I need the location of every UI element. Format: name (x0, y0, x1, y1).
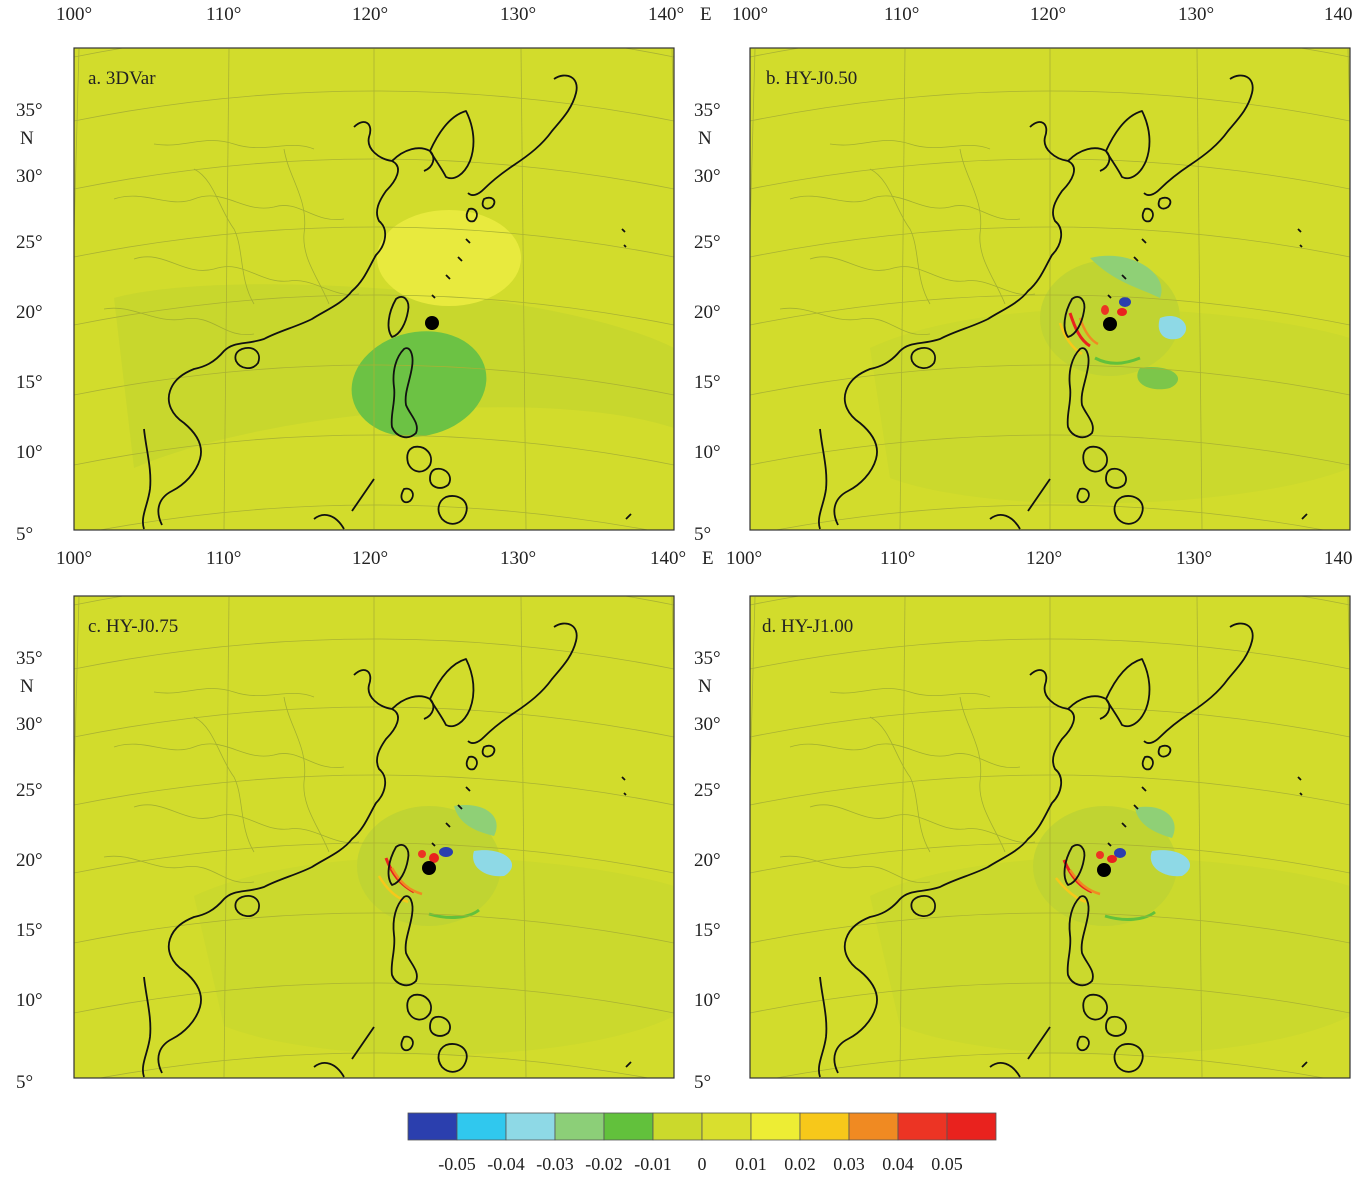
lat-unit: N (20, 676, 34, 697)
colorbar-swatch (946, 1112, 997, 1141)
lat-label: 30° (16, 714, 43, 735)
colorbar-swatch (603, 1112, 654, 1141)
colorbar-label: 0.03 (833, 1154, 865, 1174)
lon-label: 100° (56, 548, 92, 569)
lat-label: 15° (694, 372, 721, 393)
lat-label: 5° (694, 1072, 711, 1093)
lon-suffix: E (702, 548, 714, 569)
lat-label: 25° (694, 780, 721, 801)
lon-label: 130° (1178, 4, 1214, 25)
lon-label: 130° (500, 4, 536, 25)
analysis-increment-positive (377, 210, 521, 306)
lat-label: 10° (694, 442, 721, 463)
lat-label: 35° (694, 100, 721, 121)
panel-label-b: b. HY-J0.50 (766, 68, 857, 89)
lon-label: 140 (1324, 4, 1353, 25)
lat-label: 20° (694, 302, 721, 323)
colorbar-label: 0.05 (931, 1154, 963, 1174)
lat-label: 15° (16, 372, 43, 393)
lon-label: 110° (206, 548, 241, 569)
lat-unit: N (698, 128, 712, 149)
lon-label: 100° (726, 548, 762, 569)
observation-dot (422, 861, 436, 875)
lon-label: 110° (884, 4, 919, 25)
lon-label: 140° (650, 548, 686, 569)
observation-dot (425, 316, 439, 330)
colorbar-swatch (897, 1112, 948, 1141)
lon-label: 100° (56, 4, 92, 25)
colorbar-label: 0.04 (882, 1154, 914, 1174)
map-panel-b (749, 47, 1351, 531)
colorbar-swatch (848, 1112, 899, 1141)
observation-dot (1103, 317, 1117, 331)
lat-label: 5° (694, 524, 711, 545)
lat-label: 35° (16, 100, 43, 121)
colorbar-legend: -0.05 -0.04 -0.03 -0.02 -0.01 0 0.01 0.02 0.03 0.… (407, 1112, 997, 1174)
lon-label: 120° (352, 4, 388, 25)
lon-label: 120° (1026, 548, 1062, 569)
analysis-increment-negative (351, 331, 487, 437)
lat-label: 5° (16, 524, 33, 545)
lon-label: 120° (1030, 4, 1066, 25)
lat-label: 20° (16, 302, 43, 323)
lon-label: 130° (500, 548, 536, 569)
map-panel-c (73, 595, 675, 1079)
colorbar-swatch (554, 1112, 605, 1141)
colorbar-label: -0.03 (536, 1154, 574, 1174)
colorbar-label: 0 (698, 1154, 707, 1174)
lat-unit: N (20, 128, 34, 149)
lat-label: 15° (694, 920, 721, 941)
colorbar-label: -0.04 (487, 1154, 525, 1174)
lon-label: 100° (732, 4, 768, 25)
lon-label: 110° (206, 4, 241, 25)
lat-label: 20° (694, 850, 721, 871)
colorbar-swatch (456, 1112, 507, 1141)
lat-label: 10° (16, 990, 43, 1011)
lat-unit: N (698, 676, 712, 697)
lat-label: 30° (16, 166, 43, 187)
lon-suffix: E (700, 4, 712, 25)
lat-label: 25° (694, 232, 721, 253)
colorbar-swatch (799, 1112, 850, 1141)
colorbar-label: -0.01 (634, 1154, 672, 1174)
panel-label-a: a. 3DVar (88, 68, 156, 89)
colorbar-label: 0.02 (784, 1154, 816, 1174)
lon-label: 140 (1324, 548, 1353, 569)
observation-dot (1097, 863, 1111, 877)
lat-label: 15° (16, 920, 43, 941)
colorbar-swatch (652, 1112, 703, 1141)
lon-label: 130° (1176, 548, 1212, 569)
colorbar-swatch (750, 1112, 801, 1141)
colorbar-label: -0.05 (438, 1154, 476, 1174)
colorbar-label: -0.02 (585, 1154, 623, 1174)
lat-label: 10° (16, 442, 43, 463)
map-panel-d (749, 595, 1351, 1079)
lat-label: 5° (16, 1072, 33, 1093)
lat-label: 25° (16, 232, 43, 253)
map-panel-a (73, 47, 675, 531)
lat-label: 20° (16, 850, 43, 871)
colorbar-label: 0.01 (735, 1154, 767, 1174)
lon-label: 140° (648, 4, 684, 25)
panel-label-c: c. HY-J0.75 (88, 616, 178, 637)
lat-label: 35° (16, 648, 43, 669)
lat-label: 25° (16, 780, 43, 801)
lon-label: 120° (352, 548, 388, 569)
colorbar-swatch (407, 1112, 458, 1141)
lon-label: 110° (880, 548, 915, 569)
panel-label-d: d. HY-J1.00 (762, 616, 853, 637)
colorbar-swatch (701, 1112, 752, 1141)
lat-label: 35° (694, 648, 721, 669)
lat-label: 30° (694, 714, 721, 735)
colorbar-swatch (505, 1112, 556, 1141)
lat-label: 30° (694, 166, 721, 187)
lat-label: 10° (694, 990, 721, 1011)
